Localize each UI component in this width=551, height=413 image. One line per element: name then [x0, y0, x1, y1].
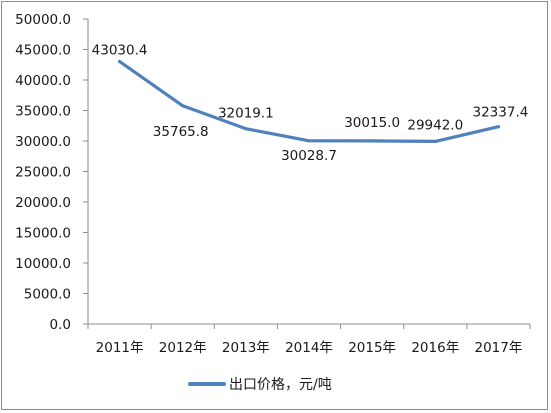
y-tick-label: 10000.0	[15, 256, 71, 272]
y-tick-label: 30000.0	[15, 134, 71, 150]
data-label: 29942.0	[407, 117, 463, 133]
data-point	[181, 104, 185, 108]
y-tick-label: 5000.0	[24, 287, 71, 303]
y-tick-label: 20000.0	[15, 195, 71, 211]
x-tick-label: 2012年	[159, 340, 207, 356]
y-tick-label: 15000.0	[15, 226, 71, 242]
chart-data-labels: 43030.4 35765.8 32019.1 30028.7 30015.0 29942…	[92, 43, 529, 164]
y-tick-label: 40000.0	[15, 73, 71, 89]
data-point	[244, 127, 248, 131]
data-label: 30015.0	[344, 115, 400, 131]
x-tick-label: 2015年	[348, 340, 396, 356]
data-label: 32337.4	[473, 105, 529, 121]
chart-axes: 0.0 5000.0 10000.0 15000.0 20000.0 25000.0 300…	[15, 12, 531, 356]
chart-marks	[117, 59, 501, 143]
y-tick-label: 35000.0	[15, 104, 71, 120]
y-tick-label: 0.0	[50, 317, 71, 333]
data-point	[370, 139, 374, 143]
x-tick-label: 2013年	[222, 340, 270, 356]
x-tick-label: 2017年	[474, 340, 522, 356]
y-tick-label: 45000.0	[15, 43, 71, 59]
data-label: 43030.4	[92, 43, 148, 59]
x-tick-label: 2016年	[411, 340, 459, 356]
watermark-text: 搜狐号@中金企信国际咨询	[353, 9, 521, 26]
data-point	[433, 139, 437, 143]
x-tick-label: 2011年	[96, 340, 144, 356]
data-point	[307, 139, 311, 143]
data-point	[117, 59, 122, 64]
x-tick-label: 2014年	[285, 340, 333, 356]
chart-legend: 出口价格，元/吨	[188, 377, 332, 393]
y-tick-label: 50000.0	[15, 12, 71, 28]
data-label: 30028.7	[281, 148, 337, 164]
legend-label: 出口价格，元/吨	[229, 377, 332, 393]
data-point	[496, 125, 501, 129]
data-label: 35765.8	[153, 124, 209, 140]
y-tick-label: 25000.0	[15, 165, 71, 181]
data-label: 32019.1	[218, 106, 274, 122]
